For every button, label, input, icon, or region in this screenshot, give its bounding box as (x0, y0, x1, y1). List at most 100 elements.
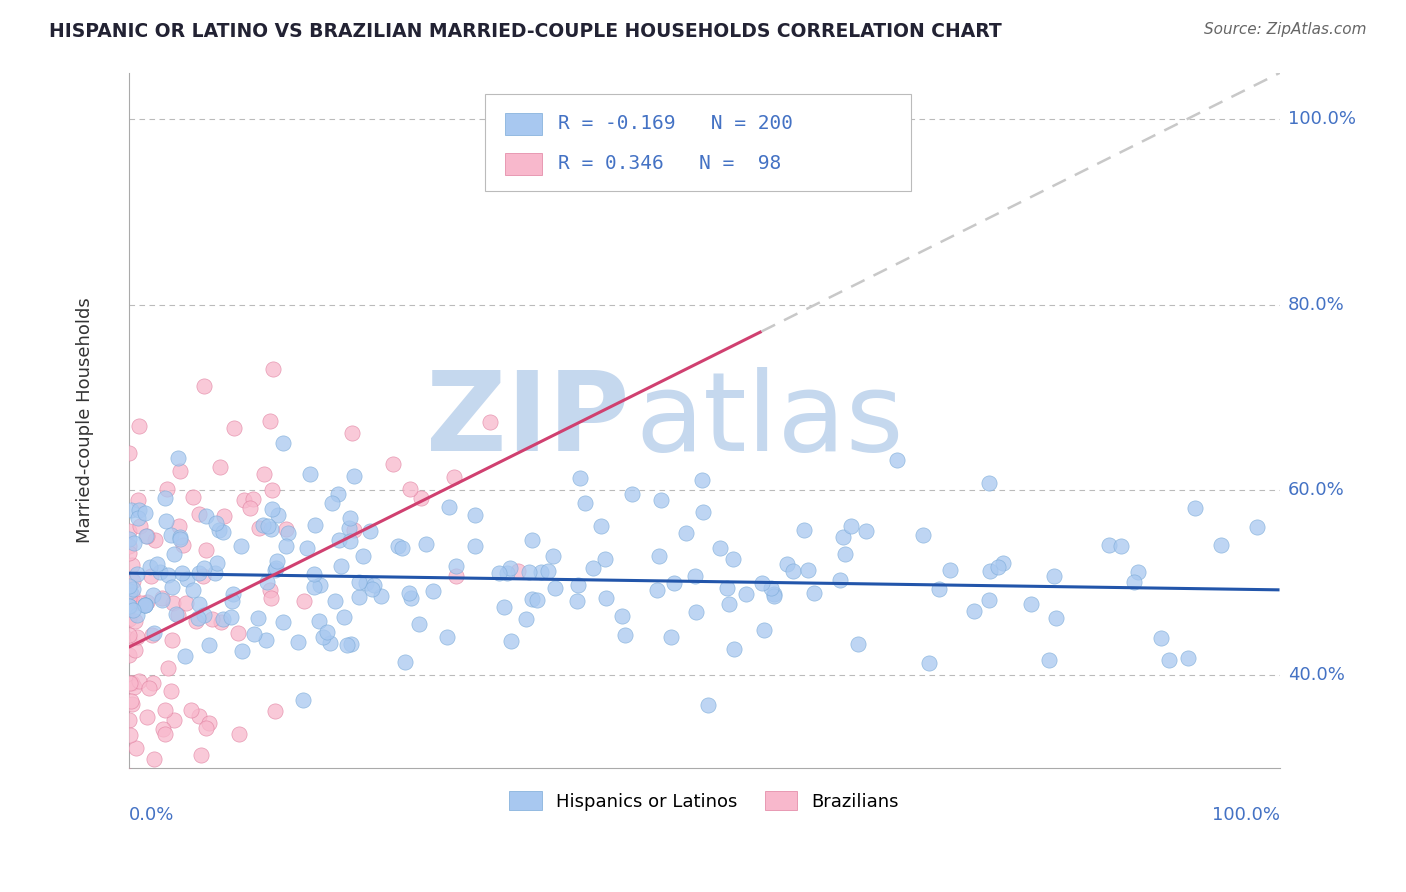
Point (247, 520, 270, 534)
Point (330, 558, 353, 573)
Point (343, 523, 366, 537)
Point (139, 560, 162, 574)
Point (1177, 650, 1199, 665)
Point (963, 604, 986, 618)
Text: ZIP: ZIP (426, 367, 630, 474)
Point (399, 591, 422, 606)
Point (855, 524, 877, 538)
Point (370, 589, 392, 603)
Point (479, 415, 502, 429)
Point (149, 566, 172, 580)
Point (169, 530, 191, 544)
Text: HISPANIC OR LATINO VS BRAZILIAN MARRIED-COUPLE HOUSEHOLDS CORRELATION CHART: HISPANIC OR LATINO VS BRAZILIAN MARRIED-… (49, 22, 1002, 41)
Point (709, 541, 731, 555)
Point (1126, 565, 1149, 579)
Text: 60.0%: 60.0% (1288, 481, 1344, 499)
Point (352, 549, 374, 563)
Point (198, 715, 221, 730)
Point (254, 632, 277, 647)
Point (134, 598, 156, 612)
Point (302, 580, 325, 594)
Point (979, 593, 1001, 607)
Point (163, 713, 186, 727)
Point (122, 680, 145, 694)
Point (118, 539, 141, 553)
Point (621, 487, 644, 501)
Point (118, 524, 141, 539)
Point (319, 636, 342, 650)
Point (134, 599, 156, 613)
Point (1184, 500, 1206, 515)
Point (734, 586, 756, 600)
Point (183, 583, 205, 598)
Point (121, 588, 143, 602)
Point (181, 491, 204, 505)
Point (121, 697, 143, 711)
Point (118, 445, 141, 459)
Point (118, 599, 141, 613)
Point (242, 492, 264, 507)
Point (246, 611, 269, 625)
Point (464, 539, 486, 553)
Point (243, 627, 266, 641)
Point (399, 482, 422, 496)
Text: 80.0%: 80.0% (1288, 295, 1344, 314)
Point (120, 593, 142, 607)
Point (349, 575, 371, 590)
Point (121, 574, 143, 588)
Point (259, 583, 281, 598)
Point (1038, 653, 1060, 667)
Point (439, 500, 461, 514)
Point (187, 508, 209, 522)
Point (239, 501, 262, 516)
Point (342, 426, 364, 441)
Point (262, 361, 284, 376)
Point (1211, 538, 1233, 552)
Point (610, 608, 633, 623)
Point (176, 572, 198, 586)
Point (124, 535, 146, 549)
Point (166, 607, 188, 622)
Point (526, 593, 548, 607)
Point (830, 573, 852, 587)
Point (194, 508, 217, 523)
Point (716, 581, 738, 595)
Point (321, 495, 343, 509)
Point (124, 642, 146, 657)
Point (252, 517, 274, 532)
Point (118, 627, 141, 641)
Point (723, 552, 745, 566)
Point (1159, 653, 1181, 667)
Point (172, 566, 194, 581)
Point (496, 566, 519, 580)
Point (118, 728, 141, 742)
Point (221, 594, 243, 608)
Point (537, 565, 560, 579)
Point (150, 593, 173, 607)
Point (446, 569, 468, 583)
Text: Married-couple Households: Married-couple Households (76, 297, 94, 543)
Point (501, 634, 523, 648)
Point (520, 533, 543, 548)
Point (803, 586, 825, 600)
Point (1019, 598, 1042, 612)
Point (121, 797, 143, 812)
Point (193, 561, 215, 575)
Point (167, 519, 190, 533)
Point (153, 703, 176, 717)
Point (1246, 520, 1268, 534)
Point (118, 546, 141, 560)
Point (232, 492, 254, 507)
Point (143, 625, 166, 640)
Point (987, 560, 1010, 574)
Point (759, 581, 782, 595)
Point (193, 378, 215, 392)
Text: R = -0.169   N = 200: R = -0.169 N = 200 (558, 113, 793, 133)
Point (266, 554, 288, 568)
Point (128, 419, 150, 434)
Point (129, 596, 152, 610)
Point (834, 547, 856, 561)
Point (595, 591, 617, 605)
Point (124, 614, 146, 628)
Point (292, 692, 315, 706)
